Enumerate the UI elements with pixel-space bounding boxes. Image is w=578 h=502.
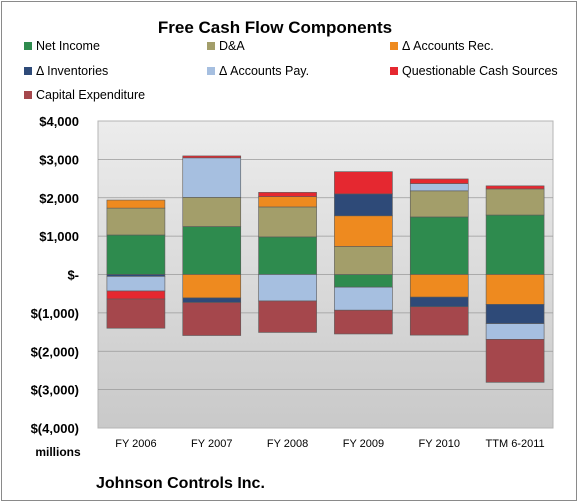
legend-swatch bbox=[207, 42, 215, 50]
bar-segment bbox=[409, 296, 469, 308]
x-tick-label: FY 2007 bbox=[191, 438, 232, 450]
y-axis: $4,000 $3,000 $2,000 $1,000 $- $(1,000) $(2,00… bbox=[31, 114, 79, 436]
legend-swatch bbox=[390, 42, 398, 50]
bar-segment bbox=[258, 274, 317, 302]
legend-label: Δ Inventories bbox=[36, 64, 108, 78]
gridlines bbox=[98, 158, 553, 391]
legend-swatch bbox=[24, 67, 32, 75]
bar-segment bbox=[334, 171, 393, 195]
y-tick-label: $(4,000) bbox=[31, 421, 79, 436]
bar-segment bbox=[409, 274, 469, 298]
bar-segment bbox=[106, 199, 166, 209]
y-tick-label: $1,000 bbox=[39, 229, 79, 244]
bar-segment bbox=[106, 276, 166, 292]
bar-segment bbox=[182, 155, 242, 159]
legend-swatch bbox=[207, 67, 215, 75]
bar-segment bbox=[106, 298, 166, 329]
bar-segment bbox=[106, 207, 166, 236]
bar-segment bbox=[258, 192, 317, 197]
bar-segment bbox=[334, 215, 393, 247]
x-axis: FY 2006 FY 2007 FY 2008 FY 2009 FY 2010 TTM 6… bbox=[115, 438, 544, 450]
chart-title: Free Cash Flow Components bbox=[158, 18, 392, 37]
y-tick-label: $(1,000) bbox=[31, 306, 79, 321]
bar-segment bbox=[258, 236, 317, 275]
bar-segment bbox=[485, 274, 545, 305]
x-tick-label: TTM 6-2011 bbox=[486, 438, 545, 450]
bar-segment bbox=[334, 193, 393, 217]
y-tick-label: $(2,000) bbox=[31, 344, 79, 359]
bar-segment bbox=[409, 306, 469, 336]
bar-segment bbox=[182, 274, 242, 299]
bar-segment bbox=[485, 214, 545, 275]
bar-segment bbox=[182, 302, 242, 336]
y-tick-label: $(3,000) bbox=[31, 383, 79, 398]
legend-label: Capital Expenditure bbox=[36, 88, 145, 102]
bar-segment bbox=[485, 323, 545, 340]
bar-segment bbox=[409, 178, 469, 184]
bar-segment bbox=[182, 297, 242, 303]
legend-label: D&A bbox=[219, 39, 245, 53]
bar-segment bbox=[106, 234, 166, 275]
bar-segment bbox=[334, 286, 393, 311]
x-tick-label: FY 2006 bbox=[115, 438, 156, 450]
y-tick-label: $- bbox=[67, 268, 79, 283]
bar-segment bbox=[258, 196, 317, 208]
bar-segment bbox=[485, 339, 545, 383]
legend-label: Δ Accounts Pay. bbox=[219, 64, 309, 78]
bar-segment bbox=[182, 157, 242, 198]
bar-segment bbox=[409, 190, 469, 218]
x-tick-label: FY 2009 bbox=[343, 438, 384, 450]
bar-segment bbox=[485, 304, 545, 324]
legend-label: Δ Accounts Rec. bbox=[402, 39, 494, 53]
y-tick-label: $3,000 bbox=[39, 152, 79, 167]
bar-segment bbox=[182, 197, 242, 227]
legend-label: Net Income bbox=[36, 39, 100, 53]
bar-segment bbox=[334, 246, 393, 275]
bar-segment bbox=[485, 188, 545, 216]
bar-segment bbox=[258, 206, 317, 238]
legend-swatch bbox=[24, 42, 32, 50]
y-tick-label: $2,000 bbox=[39, 191, 79, 206]
legend: Net Income D&A Δ Accounts Rec. Δ Inventorie… bbox=[24, 39, 558, 102]
bar-segment bbox=[409, 216, 469, 275]
y-tick-label: $4,000 bbox=[39, 114, 79, 129]
unit-label: millions bbox=[35, 445, 81, 459]
legend-swatch bbox=[24, 91, 32, 99]
bar-segment bbox=[334, 309, 393, 335]
x-tick-label: FY 2010 bbox=[419, 438, 460, 450]
bar-segment bbox=[334, 274, 393, 288]
bar-segment bbox=[485, 185, 545, 190]
legend-label: Questionable Cash Sources bbox=[402, 64, 558, 78]
legend-swatch bbox=[390, 67, 398, 75]
bars bbox=[106, 155, 545, 383]
bar-segment bbox=[409, 183, 469, 192]
bar-segment bbox=[182, 226, 242, 275]
bar-segment bbox=[258, 300, 317, 333]
company-name: Johnson Controls Inc. bbox=[96, 475, 265, 492]
x-tick-label: FY 2008 bbox=[267, 438, 308, 450]
bar-segment bbox=[106, 290, 166, 300]
